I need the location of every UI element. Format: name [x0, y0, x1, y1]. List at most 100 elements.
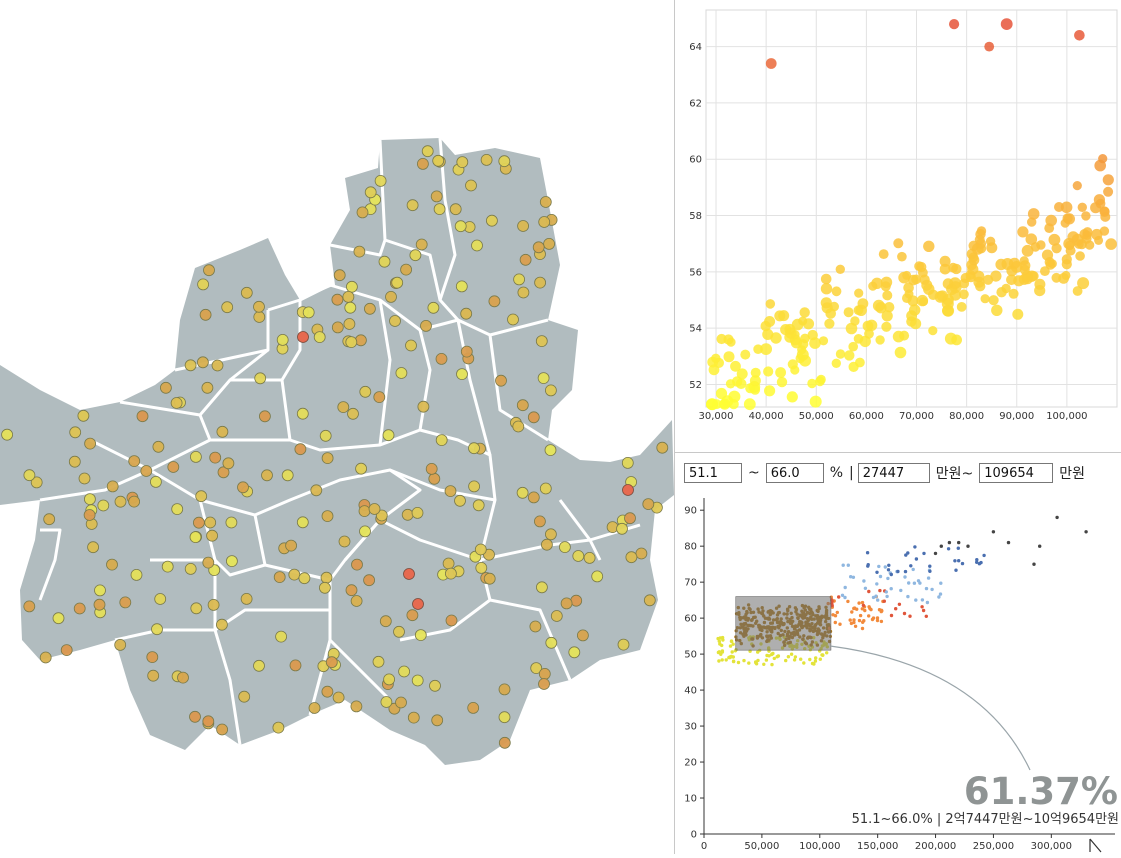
map-apartment-marker[interactable]	[93, 598, 106, 611]
bottom-data-point[interactable]	[792, 658, 797, 662]
map-apartment-marker[interactable]	[389, 315, 401, 327]
map-apartment-marker[interactable]	[345, 280, 358, 293]
bottom-data-point[interactable]	[928, 564, 932, 568]
map-apartment-marker[interactable]	[195, 490, 208, 503]
map-apartment-marker[interactable]	[281, 469, 294, 482]
map-apartment-marker[interactable]	[308, 702, 321, 714]
top-data-point[interactable]	[1008, 288, 1019, 299]
top-data-point[interactable]	[944, 332, 957, 345]
map-apartment-marker[interactable]	[345, 336, 358, 349]
bottom-data-point[interactable]	[860, 626, 865, 631]
bottom-data-point[interactable]	[799, 657, 803, 661]
top-data-point[interactable]	[1027, 217, 1037, 227]
top-data-point[interactable]	[765, 299, 776, 309]
map-apartment-marker[interactable]	[184, 359, 197, 372]
bottom-data-point[interactable]	[914, 598, 918, 602]
map-apartment-marker[interactable]	[87, 541, 99, 554]
top-data-point[interactable]	[911, 274, 921, 285]
bottom-data-point[interactable]	[838, 622, 842, 626]
top-data-point[interactable]	[1006, 274, 1017, 286]
map-apartment-marker[interactable]	[302, 306, 315, 319]
map-apartment-marker[interactable]	[321, 685, 334, 698]
map-apartment-marker[interactable]	[146, 651, 159, 663]
map-apartment-marker[interactable]	[498, 711, 511, 724]
map-apartment-marker[interactable]	[1, 428, 13, 441]
map-apartment-marker[interactable]	[539, 482, 552, 495]
map-apartment-marker[interactable]	[454, 220, 467, 233]
map-apartment-marker[interactable]	[319, 429, 332, 442]
map-apartment-marker[interactable]	[359, 525, 371, 538]
bottom-data-point[interactable]	[762, 662, 766, 666]
map-apartment-marker[interactable]	[621, 456, 634, 469]
seoul-district-map[interactable]	[0, 0, 674, 854]
map-apartment-marker[interactable]	[483, 572, 496, 585]
bottom-data-point[interactable]	[889, 587, 893, 591]
top-data-point[interactable]	[875, 335, 885, 345]
map-apartment-marker-high[interactable]	[403, 568, 415, 580]
bottom-data-point[interactable]	[909, 564, 913, 568]
map-apartment-marker[interactable]	[427, 301, 440, 314]
map-apartment-marker[interactable]	[225, 516, 238, 529]
bottom-data-point[interactable]	[850, 610, 854, 614]
top-data-point[interactable]	[753, 344, 763, 355]
bottom-data-point[interactable]	[818, 657, 822, 661]
map-apartment-marker[interactable]	[83, 509, 96, 521]
bottom-data-point[interactable]	[765, 653, 769, 658]
bottom-data-point[interactable]	[928, 569, 932, 573]
top-data-point[interactable]	[1098, 154, 1108, 164]
top-data-point[interactable]	[1103, 186, 1114, 197]
map-apartment-marker[interactable]	[537, 372, 550, 385]
top-data-point[interactable]	[1028, 271, 1039, 281]
top-data-point[interactable]	[1041, 249, 1054, 261]
top-data-point[interactable]	[855, 357, 865, 368]
map-apartment-marker[interactable]	[545, 528, 557, 541]
map-apartment-marker[interactable]	[128, 455, 141, 468]
top-data-point[interactable]	[988, 295, 999, 306]
top-points[interactable]	[706, 18, 1117, 411]
bottom-data-point[interactable]	[720, 649, 725, 653]
map-apartment-marker[interactable]	[538, 668, 551, 680]
map-apartment-marker[interactable]	[616, 522, 628, 535]
map-apartment-marker[interactable]	[78, 472, 91, 485]
top-data-point[interactable]	[1091, 228, 1103, 241]
top-data-point[interactable]	[763, 366, 774, 377]
map-apartment-marker[interactable]	[415, 238, 428, 251]
top-data-point[interactable]	[1025, 233, 1038, 245]
map-apartment-marker[interactable]	[355, 462, 368, 475]
bottom-data-point[interactable]	[835, 610, 839, 615]
top-data-point[interactable]	[831, 358, 841, 368]
bottom-data-point[interactable]	[841, 563, 845, 567]
map-apartment-marker[interactable]	[189, 450, 202, 463]
map-apartment-marker[interactable]	[517, 220, 529, 232]
top-data-point[interactable]	[1072, 286, 1083, 296]
map-apartment-marker[interactable]	[202, 715, 215, 728]
map-apartment-marker[interactable]	[395, 696, 407, 709]
bottom-data-point[interactable]	[716, 636, 720, 641]
top-data-point[interactable]	[820, 283, 833, 295]
bottom-data-point[interactable]	[939, 581, 943, 585]
bottom-data-point[interactable]	[966, 544, 970, 548]
top-data-point[interactable]	[1067, 231, 1079, 243]
map-apartment-marker[interactable]	[207, 599, 220, 611]
map-apartment-marker[interactable]	[363, 574, 376, 587]
bottom-data-point[interactable]	[897, 602, 902, 606]
bottom-data-point[interactable]	[975, 558, 979, 562]
map-apartment-marker[interactable]	[433, 203, 446, 216]
map-apartment-marker[interactable]	[350, 595, 363, 607]
bottom-data-point[interactable]	[808, 657, 812, 662]
map-apartment-marker[interactable]	[498, 155, 511, 168]
top-data-point[interactable]	[864, 328, 874, 339]
bottom-data-point[interactable]	[756, 658, 760, 663]
map-apartment-marker[interactable]	[149, 475, 162, 488]
map-apartment-marker[interactable]	[416, 157, 429, 170]
map-apartment-marker[interactable]	[84, 493, 96, 506]
top-data-point[interactable]	[985, 236, 996, 246]
bottom-data-point[interactable]	[975, 560, 979, 564]
bottom-data-point[interactable]	[914, 557, 919, 561]
top-data-point[interactable]	[1077, 202, 1087, 212]
map-apartment-marker[interactable]	[356, 206, 369, 219]
map-apartment-marker[interactable]	[395, 367, 408, 379]
bottom-data-point[interactable]	[855, 607, 859, 611]
map-apartment-marker[interactable]	[43, 513, 56, 526]
map-apartment-marker[interactable]	[222, 457, 235, 470]
